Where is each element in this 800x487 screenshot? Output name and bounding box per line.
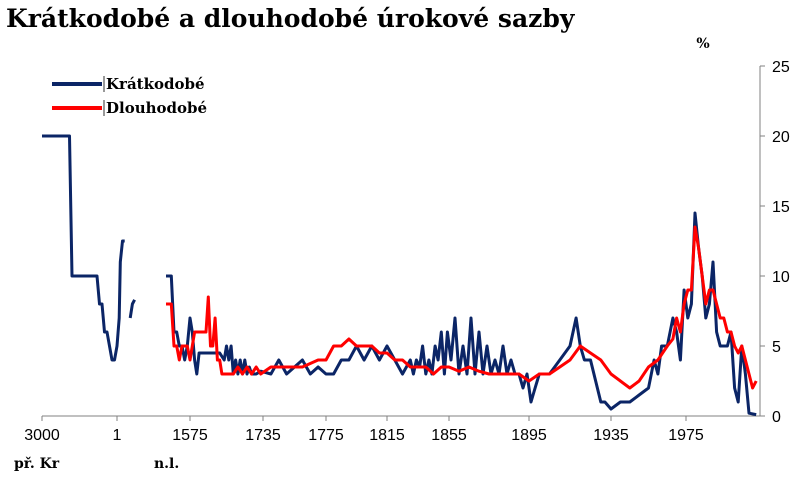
x-sublabel: n.l. [154, 456, 179, 472]
x-sublabel: př. Kr [14, 456, 60, 472]
y-tick-label: 5 [772, 339, 781, 356]
series-line-dlouhodobe [166, 225, 758, 390]
legend-label: Krátkodobé [106, 75, 205, 93]
y-tick-label: 25 [772, 59, 790, 76]
axes-group: 3000 1 1575 1735 1775 1815 1855 1895 1935 1975 př.… [14, 36, 790, 472]
y-tick-label: 20 [772, 129, 790, 146]
x-tick-label: 1935 [593, 427, 629, 444]
x-tick-label: 1775 [308, 427, 344, 444]
series-group [42, 134, 758, 417]
x-tick-label: 1 [113, 427, 122, 444]
y-tick-label: 0 [772, 409, 781, 426]
x-tick-label: 1855 [431, 427, 467, 444]
legend: Krátkodobé Dlouhodobé [52, 75, 207, 117]
chart-title: Krátkodobé a dlouhodobé úrokové sazby [6, 4, 575, 33]
y-tick-label: 10 [772, 269, 790, 286]
x-tick-label: 1895 [511, 427, 547, 444]
x-tick-label: 3000 [24, 427, 60, 444]
series-line-kratkodobe [166, 211, 757, 417]
legend-label: Dlouhodobé [106, 99, 207, 117]
x-tick-label: 1975 [668, 427, 704, 444]
x-tick-label: 1815 [369, 427, 405, 444]
series-line-kratkodobe [128, 299, 136, 319]
x-tick-label: 1575 [172, 427, 208, 444]
y-tick-label: 15 [772, 199, 790, 216]
x-tick-label: 1735 [245, 427, 281, 444]
series-line-kratkodobe [42, 134, 125, 362]
y-axis-label: % [696, 36, 709, 52]
